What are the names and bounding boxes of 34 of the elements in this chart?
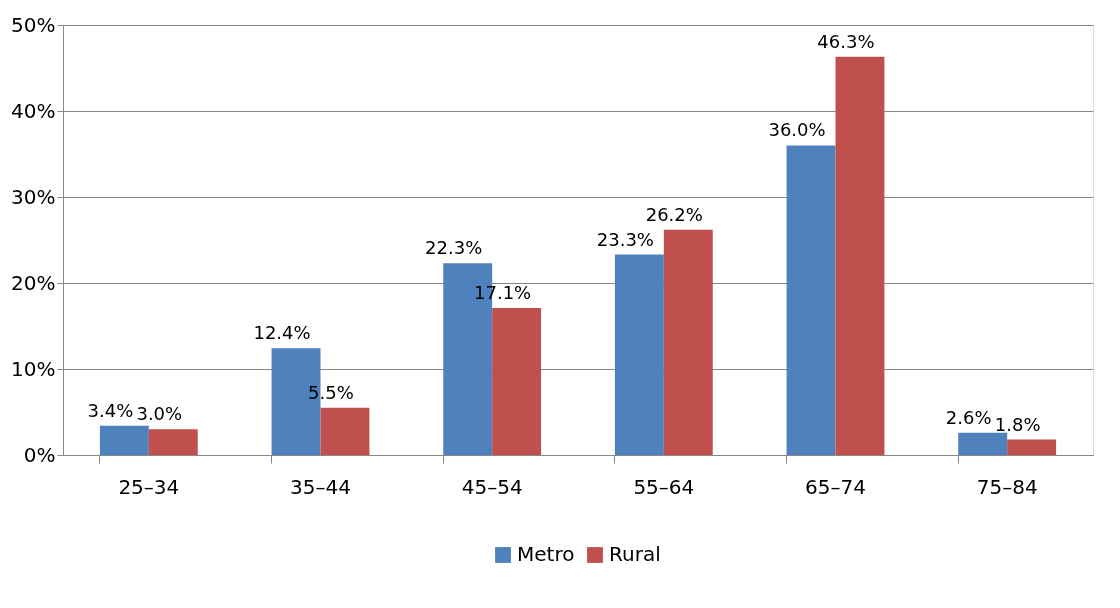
y-tick-label: 50% [11,12,56,37]
x-tick-label: 25–34 [118,474,180,499]
bar [835,56,885,455]
data-label: 3.4% [87,399,134,421]
y-tick-label: 20% [11,270,56,295]
bar [663,229,713,455]
x-tick-label: 55–64 [633,474,695,499]
data-label: 36.0% [768,119,826,141]
data-label: 2.6% [945,406,992,428]
data-label: 3.0% [136,403,183,425]
data-label: 12.4% [253,322,311,344]
legend-label: Rural [609,542,661,566]
y-tick-label: 0% [23,442,56,467]
data-label: 26.2% [645,203,703,225]
legend-label: Metro [517,542,575,566]
data-label: 46.3% [817,30,875,52]
y-tick-label: 30% [11,184,56,209]
x-tick-label: 75–84 [976,474,1038,499]
data-label: 22.3% [425,237,483,259]
bar [786,145,836,455]
y-tick-label: 10% [11,356,56,381]
data-label: 23.3% [596,228,654,250]
bar [320,407,370,455]
x-tick-label: 45–54 [461,474,523,499]
data-label: 1.8% [994,413,1041,435]
bar [99,425,149,455]
bar [492,307,542,455]
y-tick-label: 40% [11,98,56,123]
x-tick-label: 65–74 [805,474,866,499]
bar [958,432,1008,455]
bar [1007,439,1057,455]
bar [148,429,198,455]
bar [614,254,664,455]
x-tick-label: 35–44 [290,474,351,499]
